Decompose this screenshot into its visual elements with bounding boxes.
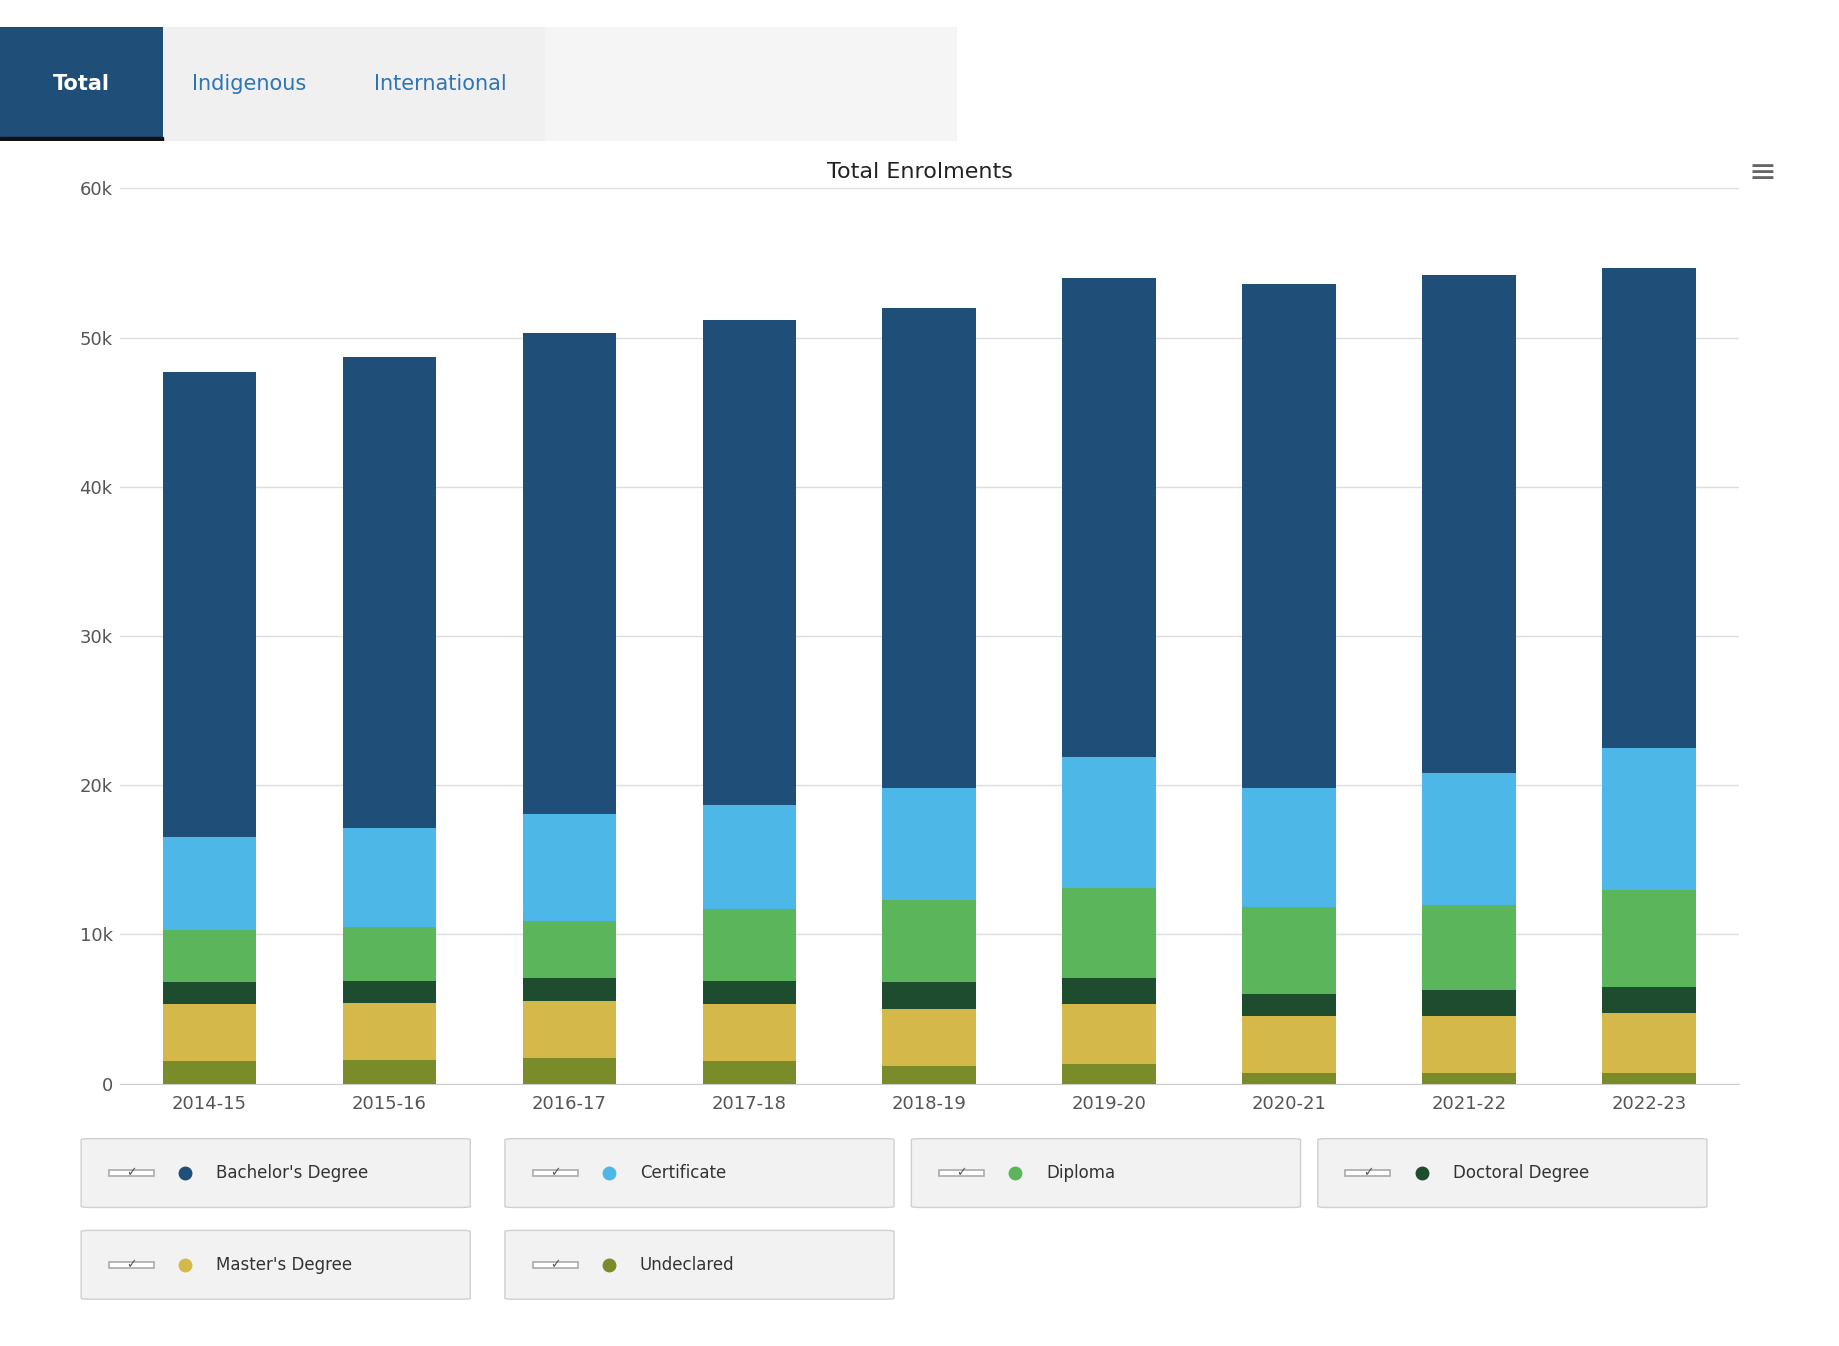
FancyBboxPatch shape [109, 1170, 154, 1176]
FancyBboxPatch shape [335, 27, 544, 141]
FancyBboxPatch shape [938, 1170, 984, 1176]
FancyBboxPatch shape [109, 1263, 154, 1268]
FancyBboxPatch shape [910, 1139, 1300, 1207]
Bar [1061, 277, 1155, 756]
Bar [342, 1059, 436, 1084]
Bar [162, 1004, 256, 1061]
Bar [1422, 905, 1515, 989]
Bar [702, 320, 796, 805]
Bar [1061, 756, 1155, 888]
Bar [1422, 989, 1515, 1016]
Bar [1241, 789, 1335, 907]
Text: ✓: ✓ [127, 1259, 136, 1272]
Text: Bachelor's Degree: Bachelor's Degree [215, 1164, 368, 1182]
Bar [883, 789, 975, 900]
Bar [1602, 890, 1696, 987]
Bar [522, 977, 616, 1001]
Bar [522, 1001, 616, 1058]
Bar [702, 981, 796, 1004]
FancyBboxPatch shape [81, 1230, 471, 1299]
FancyBboxPatch shape [504, 1230, 894, 1299]
Bar [522, 921, 616, 977]
Bar [1602, 268, 1696, 748]
Text: Diploma: Diploma [1046, 1164, 1114, 1182]
Bar [1602, 748, 1696, 890]
Text: Total: Total [53, 74, 110, 94]
Bar [883, 308, 975, 789]
Text: Total Enrolments: Total Enrolments [826, 163, 1013, 182]
Text: ✓: ✓ [550, 1259, 561, 1272]
Bar [342, 828, 436, 927]
Bar [1061, 977, 1155, 1004]
FancyBboxPatch shape [81, 1139, 471, 1207]
Bar [1061, 1004, 1155, 1065]
FancyBboxPatch shape [0, 27, 162, 141]
Bar [162, 371, 256, 837]
Bar [702, 909, 796, 981]
Bar [162, 1061, 256, 1084]
Bar [702, 805, 796, 909]
FancyBboxPatch shape [531, 1263, 577, 1268]
Text: Doctoral Degree: Doctoral Degree [1453, 1164, 1589, 1182]
Text: ≡: ≡ [1747, 156, 1776, 188]
Text: ✓: ✓ [956, 1167, 965, 1179]
Bar [1602, 1073, 1696, 1084]
Bar [162, 930, 256, 983]
Bar [1241, 993, 1335, 1016]
Bar [342, 981, 436, 1003]
Bar [162, 983, 256, 1004]
Bar [342, 1003, 436, 1059]
FancyBboxPatch shape [531, 1170, 577, 1176]
Bar [883, 900, 975, 983]
FancyBboxPatch shape [504, 1139, 894, 1207]
FancyBboxPatch shape [1344, 1170, 1390, 1176]
Bar [1422, 1016, 1515, 1073]
Text: Undeclared: Undeclared [640, 1256, 734, 1273]
Bar [883, 1010, 975, 1066]
Bar [1241, 1073, 1335, 1084]
Bar [1602, 987, 1696, 1014]
Bar [702, 1061, 796, 1084]
Bar [1241, 1016, 1335, 1073]
Bar [1422, 1073, 1515, 1084]
FancyBboxPatch shape [1317, 1139, 1707, 1207]
Bar [522, 1058, 616, 1084]
Bar [1061, 1065, 1155, 1084]
Bar [883, 1066, 975, 1084]
Bar [883, 983, 975, 1010]
Bar [522, 813, 616, 921]
Bar [0, 137, 162, 141]
Bar [342, 927, 436, 981]
Bar [522, 334, 616, 813]
Bar [1241, 907, 1335, 993]
Text: Certificate: Certificate [640, 1164, 726, 1182]
Text: Master's Degree: Master's Degree [215, 1256, 351, 1273]
Text: ✓: ✓ [550, 1167, 561, 1179]
Text: International: International [373, 74, 506, 94]
Bar [162, 837, 256, 930]
Bar [342, 357, 436, 828]
Bar [1061, 888, 1155, 977]
Bar [1422, 773, 1515, 905]
Text: ✓: ✓ [127, 1167, 136, 1179]
Text: Indigenous: Indigenous [191, 74, 305, 94]
Bar [1602, 1014, 1696, 1073]
FancyBboxPatch shape [162, 27, 335, 141]
Bar [1241, 284, 1335, 789]
Text: ✓: ✓ [1363, 1167, 1372, 1179]
Bar [702, 1004, 796, 1061]
Bar [1422, 275, 1515, 773]
